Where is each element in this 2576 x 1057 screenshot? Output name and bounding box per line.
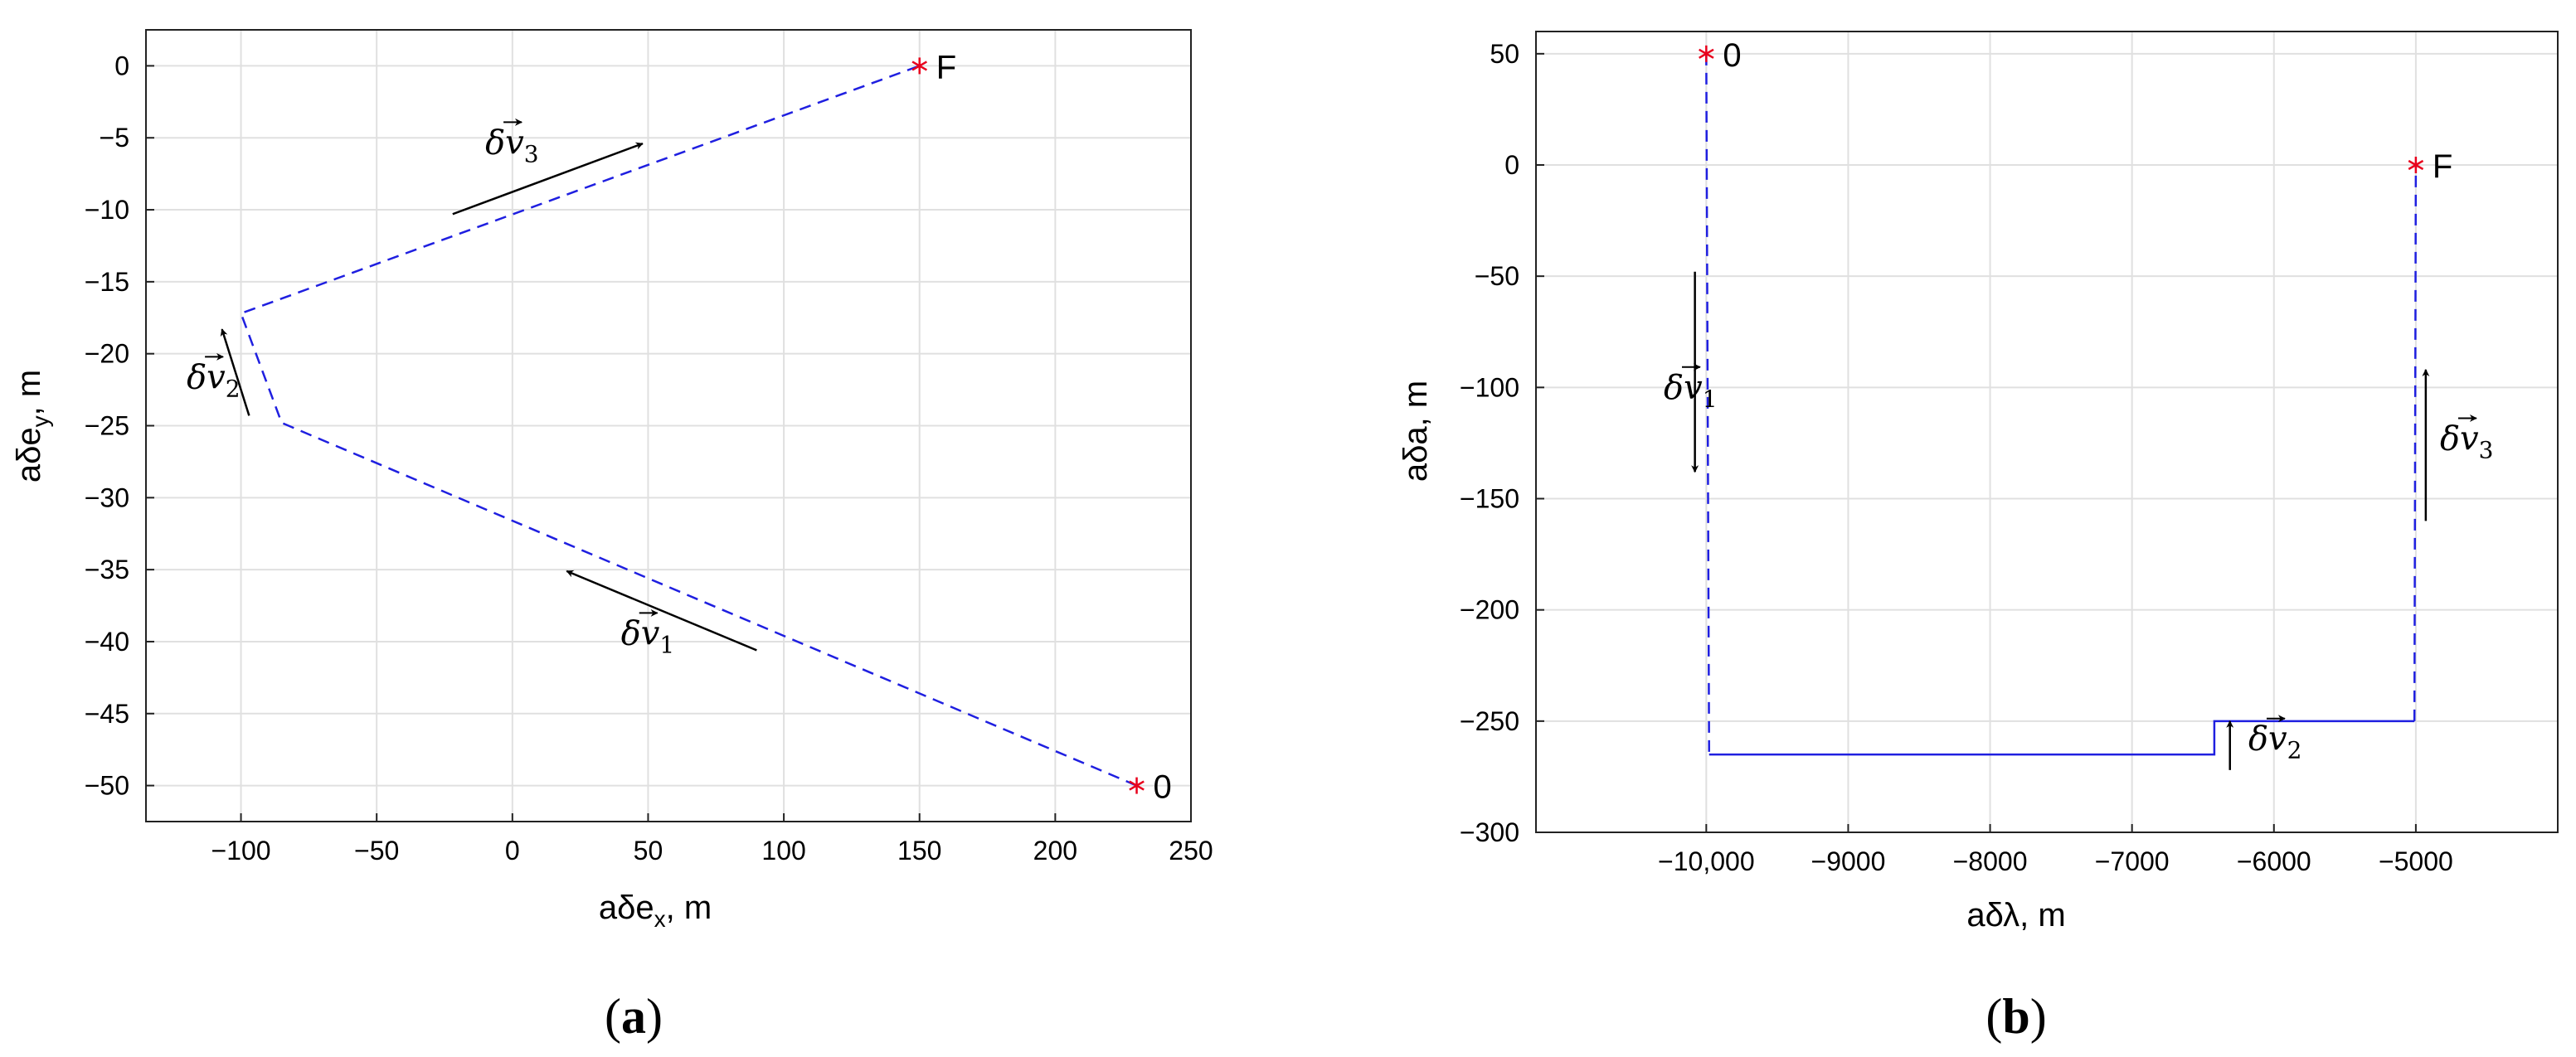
x-tick-label: −9000 [1811,846,1886,876]
delta-v-text: δv3 [2440,419,2494,463]
panel-label-a: (a) [605,989,663,1044]
panel-label-b: (b) [1985,989,2046,1044]
x-ticks-b: −10,000 −9000 −8000 −7000 −6000 −5000 [1658,824,2453,876]
grid-b [1536,32,2558,833]
trajectory-series-b-2 [1708,720,2415,756]
delta-v-text: δv3 [485,124,539,167]
y-axis-label-a: aδey, m [11,370,53,482]
delta-v3-label-b: δv3 [2440,414,2494,463]
trajectory-series-b-1 [1705,53,1711,755]
marker-final-a: F [911,49,956,85]
y-tick-label: −200 [1460,595,1519,625]
marker-label: 0 [1154,769,1172,806]
x-tick-label: 0 [505,836,520,865]
delta-v1-label-a: δv1 [621,609,675,658]
x-tick-label: −7000 [2095,846,2170,876]
delta-v3-label-a: δv3 [485,118,539,167]
delta-v-text: δv2 [2248,720,2302,764]
y-tick-label: −150 [1460,484,1519,514]
x-tick-label: 150 [897,836,941,865]
x-tick-label: −6000 [2237,846,2311,876]
delta-v3-arrow-a [452,142,644,216]
y-tick-label: −10 [85,195,129,225]
x-tick-label: −5000 [2379,846,2453,876]
y-tick-label: −50 [1475,261,1519,291]
trajectory-series-a-1 [239,65,1138,787]
delta-v1-arrow-a [566,570,757,652]
delta-v-text: δv1 [621,614,675,658]
y-tick-label: −40 [85,627,129,657]
chart-panel-b: −10,000 −9000 −8000 −7000 −6000 −5000 50 0 −50 −… [1397,31,2559,1044]
y-tick-label: 0 [1504,150,1519,180]
y-ticks-a: 0 −5 −10 −15 −20 −25 −30 −35 −40 −45 −50 [85,51,154,801]
y-tick-label: −30 [85,482,129,512]
marker-label: 0 [1723,37,1741,74]
delta-v1-label-b: δv1 [1664,363,1718,413]
y-tick-label: −20 [85,339,129,369]
x-tick-label: 200 [1033,836,1077,865]
delta-v2-arrow-a [220,328,250,416]
marker-initial-a: 0 [1129,769,1172,806]
y-tick-label: −35 [85,555,129,584]
x-axis-label-a: aδex, m [599,890,712,932]
chart-panel-a: −100 −50 0 50 100 150 200 250 0 −5 −10 −15 −20 −25 −3… [11,29,1213,1044]
x-tick-label: −100 [211,836,271,865]
x-tick-label: 50 [634,836,663,865]
y-tick-label: 0 [114,51,129,80]
x-tick-label: −10,000 [1658,846,1755,876]
y-tick-label: −300 [1460,817,1519,847]
marker-final-b: F [2408,148,2452,185]
x-tick-label: 100 [761,836,805,865]
y-tick-label: −25 [85,411,129,441]
x-axis-label-b: aδλ, m [1966,897,2065,933]
x-tick-label: −50 [354,836,399,865]
y-tick-label: −45 [85,699,129,729]
x-ticks-a: −100 −50 0 50 100 150 200 250 [211,813,1213,865]
delta-v2-label-b: δv2 [2248,715,2302,764]
trajectory-series-b-3 [2413,164,2418,721]
y-tick-label: −15 [85,267,129,297]
y-tick-label: 50 [1490,39,1519,69]
x-tick-label: −8000 [1953,846,2028,876]
x-tick-label: 250 [1169,836,1213,865]
grid-a [146,30,1192,822]
y-tick-label: −50 [85,771,129,801]
y-ticks-b: 50 0 −50 −100 −150 −200 −250 −300 [1460,39,1544,847]
y-tick-label: −5 [100,123,129,153]
y-tick-label: −100 [1460,372,1519,402]
delta-v-text: δv1 [1664,369,1718,413]
marker-label: F [2433,148,2452,185]
y-tick-label: −250 [1460,706,1519,736]
plot-frame-b [1535,31,2559,833]
y-axis-label-b: aδa, m [1397,381,1434,482]
marker-initial-b: 0 [1699,37,1742,74]
marker-label: F [936,49,956,85]
